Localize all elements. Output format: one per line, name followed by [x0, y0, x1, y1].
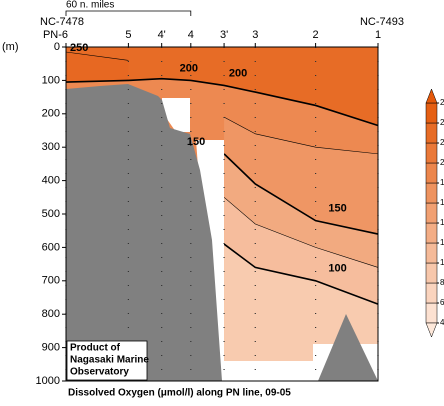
station-label: 4 [188, 29, 194, 41]
y-tick-label: 400 [42, 175, 60, 187]
no-data [224, 361, 313, 381]
station-label: 1 [375, 29, 381, 41]
colorbar-block [425, 162, 438, 184]
credit-line: Nagasaki Marine [70, 355, 149, 366]
contour-line [65, 77, 379, 127]
no-data [162, 98, 190, 132]
y-tick-label: 200 [42, 108, 60, 120]
contour-line [223, 116, 379, 155]
y-tick-label: 1000 [36, 375, 60, 387]
credit-line: Product of [70, 343, 121, 354]
colorbar-block [425, 282, 438, 304]
contour-line [223, 197, 379, 268]
colorbar-end [425, 322, 438, 338]
y-tick-label: 0 [54, 41, 60, 53]
y-tick-label: 100 [42, 74, 60, 86]
colorbar-end [425, 88, 438, 104]
colorbar-block [425, 242, 438, 264]
colorbar-tick-label: 240 [440, 118, 444, 127]
y-tick-label: 800 [42, 308, 60, 320]
colorbar-tick-label: 200 [440, 158, 444, 167]
contour-label: 100 [328, 263, 346, 275]
topography [318, 314, 378, 381]
end-label: NC-7478 [40, 16, 84, 28]
station-label: 2 [313, 29, 319, 41]
contour-line [65, 51, 129, 61]
colorbar-tick-label: 180 [440, 178, 444, 187]
station-label: 5 [125, 29, 131, 41]
colorbar-tick-label: 100 [440, 258, 444, 267]
end-label: NC-7493 [360, 16, 404, 28]
y-tick-label: 300 [42, 141, 60, 153]
contour-label: 150 [187, 136, 205, 148]
station-label: 4' [158, 29, 166, 41]
colorbar-block [425, 102, 438, 124]
colorbar-tick-label: 60 [440, 298, 444, 307]
colorbar-tick-label: 160 [440, 198, 444, 207]
colorbar-block [425, 302, 438, 324]
y-tick-label: 900 [42, 342, 60, 354]
station-label: 3' [220, 29, 228, 41]
colorbar-block [425, 142, 438, 164]
colorbar-tick-label: 260 [440, 98, 444, 107]
colorbar-tick-label: 40 [440, 318, 444, 327]
overlay: 250 200 200 150 150 100 [65, 42, 379, 381]
chart-title: Dissolved Oxygen (μmol/l) along PN line,… [68, 388, 291, 399]
colorbar-block [425, 202, 438, 224]
colorbar-block [425, 262, 438, 284]
colorbar-block [425, 222, 438, 244]
colorbar-tick-label: 140 [440, 218, 444, 227]
credit-box [66, 340, 148, 381]
station-label: 3 [252, 29, 258, 41]
y-tick-label: 700 [42, 275, 60, 287]
contour-lines [65, 51, 379, 305]
contour-label: 150 [328, 203, 346, 215]
y-tick-label: 600 [42, 241, 60, 253]
topography [66, 84, 222, 381]
colorbar-tick-label: 80 [440, 278, 444, 287]
scale-bar-label: 60 n. miles [66, 0, 114, 11]
contour-label: 200 [180, 62, 198, 74]
contour-line [223, 243, 379, 305]
colorbar-tick-label: 120 [440, 238, 444, 247]
credit-line: Observatory [70, 367, 129, 378]
colorbar-tick-label: 220 [440, 138, 444, 147]
station-label: PN-6 [43, 29, 68, 41]
contour-label: 200 [229, 67, 247, 79]
contour-line [223, 153, 379, 235]
colorbar-block [425, 182, 438, 204]
colorbar-block [425, 122, 438, 144]
y-tick-label: 500 [42, 208, 60, 220]
scale-bar [65, 10, 192, 16]
y-axis-label: (m) [2, 41, 19, 53]
contour-label: 250 [70, 42, 88, 54]
